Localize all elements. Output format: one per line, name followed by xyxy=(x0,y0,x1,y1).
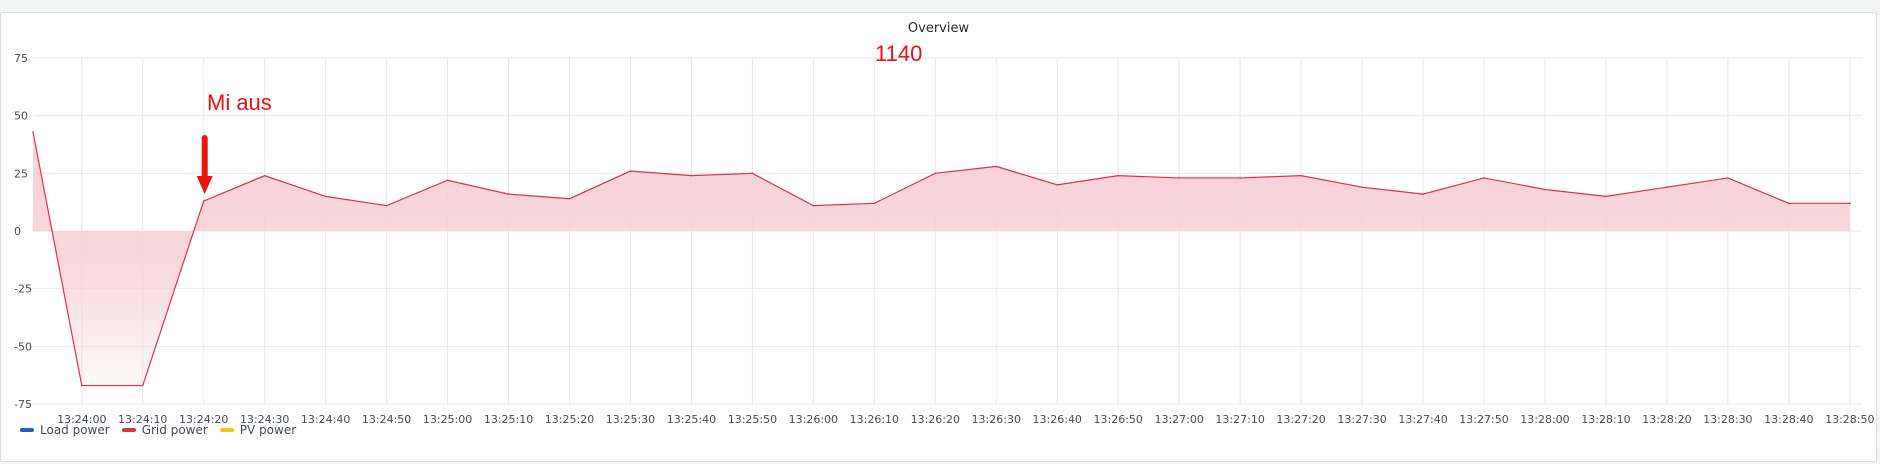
data-point xyxy=(263,174,266,177)
data-point xyxy=(568,197,571,200)
legend-label: PV power xyxy=(239,423,297,437)
x-tick-label: 13:28:50 xyxy=(1825,413,1874,426)
x-tick-label: 13:28:10 xyxy=(1581,413,1630,426)
x-tick-label: 13:24:50 xyxy=(362,413,411,426)
x-tick-label: 13:28:20 xyxy=(1642,413,1691,426)
y-tick-label: -75 xyxy=(14,398,32,411)
x-tick-label: 13:25:00 xyxy=(423,413,472,426)
x-tick-label: 13:26:20 xyxy=(911,413,960,426)
series-line-grid-power xyxy=(32,131,1850,387)
x-tick-label: 13:24:30 xyxy=(240,413,289,426)
data-point xyxy=(80,384,83,387)
data-point xyxy=(385,204,388,207)
legend-swatch xyxy=(20,428,34,432)
x-tick-label: 13:24:10 xyxy=(118,413,167,426)
annotation-arrow-head xyxy=(196,176,213,194)
y-tick-label: 25 xyxy=(14,167,28,180)
x-tick-label: 13:27:30 xyxy=(1337,413,1386,426)
data-point xyxy=(141,384,144,387)
y-tick-label: 50 xyxy=(14,110,28,123)
annotation-1140: 1140 xyxy=(875,41,922,66)
data-point xyxy=(1605,195,1607,198)
data-point xyxy=(1483,177,1485,179)
x-tick-label: 13:24:00 xyxy=(57,413,106,426)
annotation-mi-aus: Mi aus xyxy=(207,90,272,115)
panel-title: Overview xyxy=(907,21,970,36)
data-point xyxy=(202,200,205,202)
data-point xyxy=(873,202,876,205)
data-point xyxy=(1239,177,1241,179)
data-point xyxy=(1727,177,1729,179)
data-point xyxy=(1361,186,1363,188)
x-tick-label: 13:24:40 xyxy=(301,413,350,426)
data-point xyxy=(507,193,510,195)
data-point xyxy=(1117,174,1120,177)
x-tick-label: 13:25:10 xyxy=(484,413,533,426)
x-tick-label: 13:24:20 xyxy=(179,413,228,426)
chart-legend: Load power Grid power PV power xyxy=(20,423,296,437)
data-point xyxy=(32,131,34,133)
data-point xyxy=(1666,186,1668,188)
x-tick-label: 13:28:30 xyxy=(1703,413,1752,426)
legend-label: Grid power xyxy=(141,423,208,437)
data-point xyxy=(812,204,815,207)
legend-label: Load power xyxy=(40,423,110,437)
legend-swatch xyxy=(121,428,136,432)
data-point xyxy=(690,174,693,177)
data-point xyxy=(995,165,998,168)
y-tick-label: 75 xyxy=(14,52,28,65)
data-point xyxy=(1300,174,1302,177)
legend-swatch xyxy=(219,428,234,432)
data-point xyxy=(934,172,937,175)
series-area-grid-power xyxy=(33,131,1850,386)
x-tick-label: 13:25:20 xyxy=(545,413,594,426)
data-point xyxy=(1422,193,1424,195)
data-point xyxy=(629,170,632,172)
legend-item[interactable]: Load power xyxy=(20,423,110,437)
x-tick-label: 13:25:30 xyxy=(606,413,655,426)
data-point xyxy=(324,195,327,198)
legend-item[interactable]: PV power xyxy=(219,423,297,437)
x-tick-label: 13:26:40 xyxy=(1033,413,1082,426)
data-point xyxy=(751,172,754,175)
x-tick-label: 13:25:50 xyxy=(728,413,777,426)
x-tick-label: 13:28:00 xyxy=(1520,413,1569,426)
y-tick-label: -50 xyxy=(14,340,32,353)
x-tick-label: 13:26:10 xyxy=(850,413,899,426)
x-tick-label: 13:27:00 xyxy=(1154,413,1203,426)
x-tick-label: 13:26:50 xyxy=(1094,413,1143,426)
x-tick-label: 13:26:00 xyxy=(789,413,838,426)
data-point xyxy=(1178,177,1180,179)
x-tick-label: 13:25:40 xyxy=(667,413,716,426)
x-tick-label: 13:27:10 xyxy=(1215,413,1264,426)
data-point xyxy=(1849,202,1851,205)
x-tick-label: 13:27:20 xyxy=(1276,413,1325,426)
chart-panel: Overview xyxy=(0,12,1877,462)
x-tick-label: 13:28:40 xyxy=(1764,413,1813,426)
y-tick-label: -25 xyxy=(14,283,32,296)
x-tick-label: 13:27:50 xyxy=(1459,413,1508,426)
x-tick-label: 13:26:30 xyxy=(972,413,1021,426)
data-point xyxy=(1056,184,1059,186)
data-point xyxy=(1788,202,1790,205)
y-tick-label: 0 xyxy=(14,225,21,238)
x-tick-label: 13:27:40 xyxy=(1398,413,1447,426)
legend-item[interactable]: Grid power xyxy=(121,423,208,437)
data-point xyxy=(1544,188,1546,191)
data-point xyxy=(446,179,449,182)
